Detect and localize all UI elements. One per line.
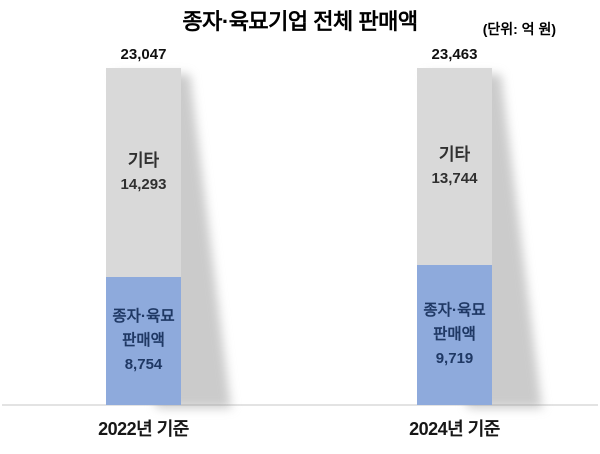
segment-value: 13,744 (431, 169, 478, 187)
segment-value: 8,754 (124, 356, 163, 373)
segment-value: 9,719 (435, 350, 474, 367)
segment-value: 14,293 (120, 175, 167, 193)
segment-label-line1: 종자·육묘 (112, 308, 175, 325)
category-label-2024: 2024년 기준 (409, 419, 500, 439)
segment-label-line1: 종자·육묘 (423, 302, 486, 319)
segment-other-2024: 기타 13,744 (417, 68, 492, 265)
segment-other-2022: 기타 14,293 (106, 68, 181, 277)
total-value-label: 23,047 (120, 46, 167, 63)
stacked-bar-2022: 기타 14,293 종자·육묘 판매액 8,754 (106, 68, 231, 408)
total-value-label: 23,463 (431, 46, 478, 63)
x-axis-line (2, 404, 598, 406)
segment-seed-2022: 종자·육묘 판매액 8,754 (106, 277, 181, 405)
stacked-bar-2024: 기타 13,744 종자·육묘 판매액 9,719 (417, 68, 542, 408)
segment-label-line2: 판매액 (433, 326, 476, 343)
segment-label: 기타 (438, 144, 471, 164)
bar-group-2024: 23,463 기타 13,744 종자·육묘 판매액 9,719 2024년 기… (409, 0, 542, 454)
chart-title: 종자·육묘기업 전체 판매액 (182, 9, 418, 34)
bar-group-2022: 23,047 기타 14,293 종자·육묘 판매액 8,754 2022년 기… (98, 0, 231, 454)
unit-label: (단위: 억 원) (482, 21, 556, 37)
segment-label-line2: 판매액 (122, 332, 165, 349)
segment-label: 기타 (127, 150, 160, 170)
segment-seed-2024: 종자·육묘 판매액 9,719 (417, 265, 492, 405)
category-label-2022: 2022년 기준 (98, 419, 189, 439)
